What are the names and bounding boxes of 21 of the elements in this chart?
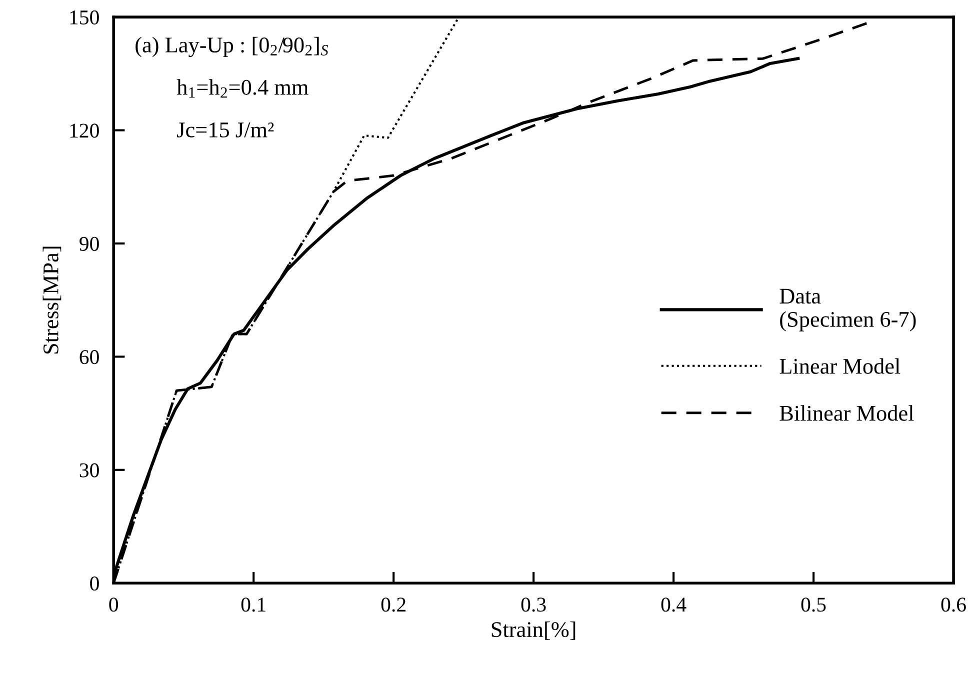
legend-label: Linear Model bbox=[780, 358, 900, 374]
annotation: (a) Lay-Up : [0$_{2}$/90$_{2}$]$_{S}$ bbox=[136, 36, 328, 58]
x-tick-label: 0.3 bbox=[521, 598, 546, 612]
x-tick-label: 0 bbox=[109, 598, 118, 612]
y-tick-label: 150 bbox=[70, 10, 99, 24]
x-tick-label: 0.4 bbox=[661, 598, 686, 612]
y-axis-title: Stress[MPa] bbox=[42, 246, 62, 354]
annotation: Jc=15 J/m² bbox=[177, 122, 274, 138]
y-tick-label: 0 bbox=[90, 576, 99, 591]
x-tick-label: 0.5 bbox=[801, 598, 826, 612]
y-tick-label: 90 bbox=[80, 236, 99, 251]
x-tick-label: 0.2 bbox=[381, 598, 406, 612]
legend-label: Bilinear Model bbox=[780, 405, 914, 421]
annotation: h$_{1}$=h$_{2}$=0.4 mm bbox=[176, 79, 308, 98]
legend-label: Data (Specimen 6-7) bbox=[780, 288, 916, 332]
x-tick-label: 0.1 bbox=[241, 598, 266, 612]
y-tick-label: 120 bbox=[70, 124, 99, 138]
y-tick-label: 30 bbox=[80, 463, 99, 478]
y-tick-label: 60 bbox=[80, 350, 99, 364]
x-tick-label: 0.6 bbox=[941, 598, 966, 612]
x-axis-title: Strain[%] bbox=[492, 621, 576, 640]
